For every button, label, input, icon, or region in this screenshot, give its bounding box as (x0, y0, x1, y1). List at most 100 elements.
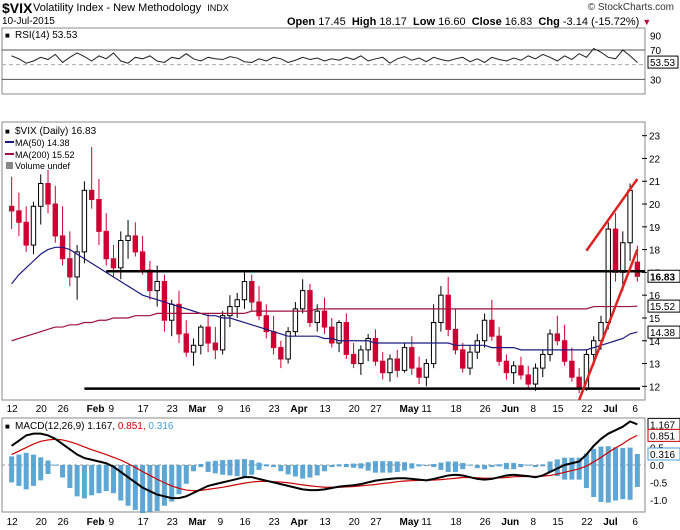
candle-body (23, 221, 29, 246)
ma200-badge (647, 299, 680, 313)
candle-body (380, 360, 386, 374)
price-tick-label: 23 (649, 132, 661, 143)
candle-body (336, 322, 342, 344)
candle-body (52, 203, 58, 237)
lower-trendline (577, 249, 639, 401)
macd-histogram-bar (183, 465, 189, 484)
candle-body (489, 319, 495, 337)
x-axis-label-macd: Apr (290, 517, 307, 528)
macd-histogram-bar (67, 465, 73, 488)
x-axis-label-price: 13 (320, 404, 332, 415)
candle-body (532, 367, 539, 385)
x-axis-label-macd: 26 (480, 517, 492, 528)
x-axis-label-price: 6 (632, 404, 638, 415)
macd-histogram-bar (140, 465, 146, 514)
candle-body (569, 360, 575, 378)
x-axis-label-price: 27 (370, 404, 382, 415)
macd-histogram-bar (198, 463, 204, 468)
x-axis-label-macd: Feb (87, 517, 105, 528)
x-axis-label-price: Feb (87, 404, 105, 415)
macd-histogram-bar (292, 465, 298, 477)
candle-body (125, 235, 131, 241)
candle-body (358, 349, 364, 365)
candle-body (503, 360, 510, 374)
x-axis-label-macd: 13 (320, 517, 332, 528)
macd-histogram-bar (518, 463, 524, 468)
macd-histogram-bar (234, 459, 240, 477)
macd-histogram-bar (540, 464, 546, 467)
macd-histogram-bar (503, 462, 509, 470)
price-tick-label: 14 (649, 337, 661, 348)
candle-body (270, 331, 277, 349)
macd-swatch: ■ (5, 422, 10, 431)
candle-body (576, 376, 582, 390)
candle-body (88, 189, 95, 200)
upper-trendline (585, 178, 639, 252)
macd-histogram-bar (285, 465, 291, 475)
macd-histogram-bar (452, 461, 458, 472)
macd-histogram-bar (402, 462, 408, 471)
price-tick-label: 22 (649, 154, 661, 165)
candle-body (227, 306, 233, 317)
macd-histogram-bar (169, 465, 175, 502)
x-axis-label-price: May (400, 404, 420, 415)
candle-body (321, 310, 328, 328)
down-arrow-icon: ▼ (642, 17, 652, 27)
candle-body (285, 331, 291, 360)
volume-swatch (6, 162, 13, 169)
macd-histogram-bar (394, 461, 400, 472)
candle-body (176, 303, 182, 335)
macd-histogram-bar (416, 464, 422, 467)
candle-body (314, 310, 320, 324)
x-axis-label-price: 11 (421, 404, 432, 415)
x-axis-label-macd: Jul (603, 517, 618, 528)
candle-body (190, 344, 197, 353)
candle-body (219, 315, 226, 351)
candle-body (161, 281, 168, 321)
macd-histogram-bar (147, 465, 153, 512)
macd-histogram-bar (132, 465, 138, 510)
macd-histogram-bar (96, 465, 102, 494)
macd-histogram-bar (89, 465, 95, 496)
candle-body (110, 258, 117, 269)
x-axis-label-price: 15 (552, 404, 564, 415)
x-axis-label-macd: 15 (552, 517, 564, 528)
candle-body (241, 281, 248, 301)
candle-body (74, 251, 80, 278)
price-tick-label: 19 (649, 223, 661, 234)
exchange-label: INDX (207, 3, 229, 13)
candle-body (365, 337, 371, 351)
macd-histogram-bar (60, 465, 66, 478)
candle-body (154, 281, 160, 292)
low-label: Low (413, 16, 436, 28)
x-axis-label-macd: May (400, 517, 420, 528)
x-axis-label-price: 16 (239, 404, 251, 415)
macd-histogram-bar (329, 465, 335, 468)
candle-body (474, 340, 480, 353)
rsi-swatch: ■ (5, 31, 10, 40)
candle-body (394, 358, 400, 371)
rsi-legend: RSI(14) 53.53 (15, 30, 78, 41)
ma50-line (11, 246, 638, 351)
instrument-name: Volatility Index - New Methodology INDX (33, 2, 229, 14)
candle-body (350, 353, 357, 365)
signal-value-badge-text: 0.851 (650, 431, 675, 442)
candle-body (183, 333, 189, 353)
candle-body (445, 294, 451, 330)
candle-body (510, 365, 517, 374)
macd-histogram-bar (409, 463, 415, 469)
x-axis-label-macd: Jun (501, 517, 519, 528)
macd-histogram-bar (380, 461, 386, 473)
macd-histogram-bar (118, 465, 124, 501)
macd-histogram-bar (161, 465, 167, 506)
candle-body (169, 303, 175, 321)
x-axis-label-price: 26 (480, 404, 492, 415)
x-axis-label-price: Jul (603, 404, 618, 415)
candle-body (16, 210, 22, 223)
macd-histogram-bar (176, 465, 182, 495)
macd-histogram-bar (241, 459, 247, 477)
macd-histogram-bar (278, 465, 284, 472)
x-axis-label-price: Mar (189, 404, 207, 415)
macd-histogram-bar (489, 465, 495, 468)
high-label: High (351, 16, 377, 28)
